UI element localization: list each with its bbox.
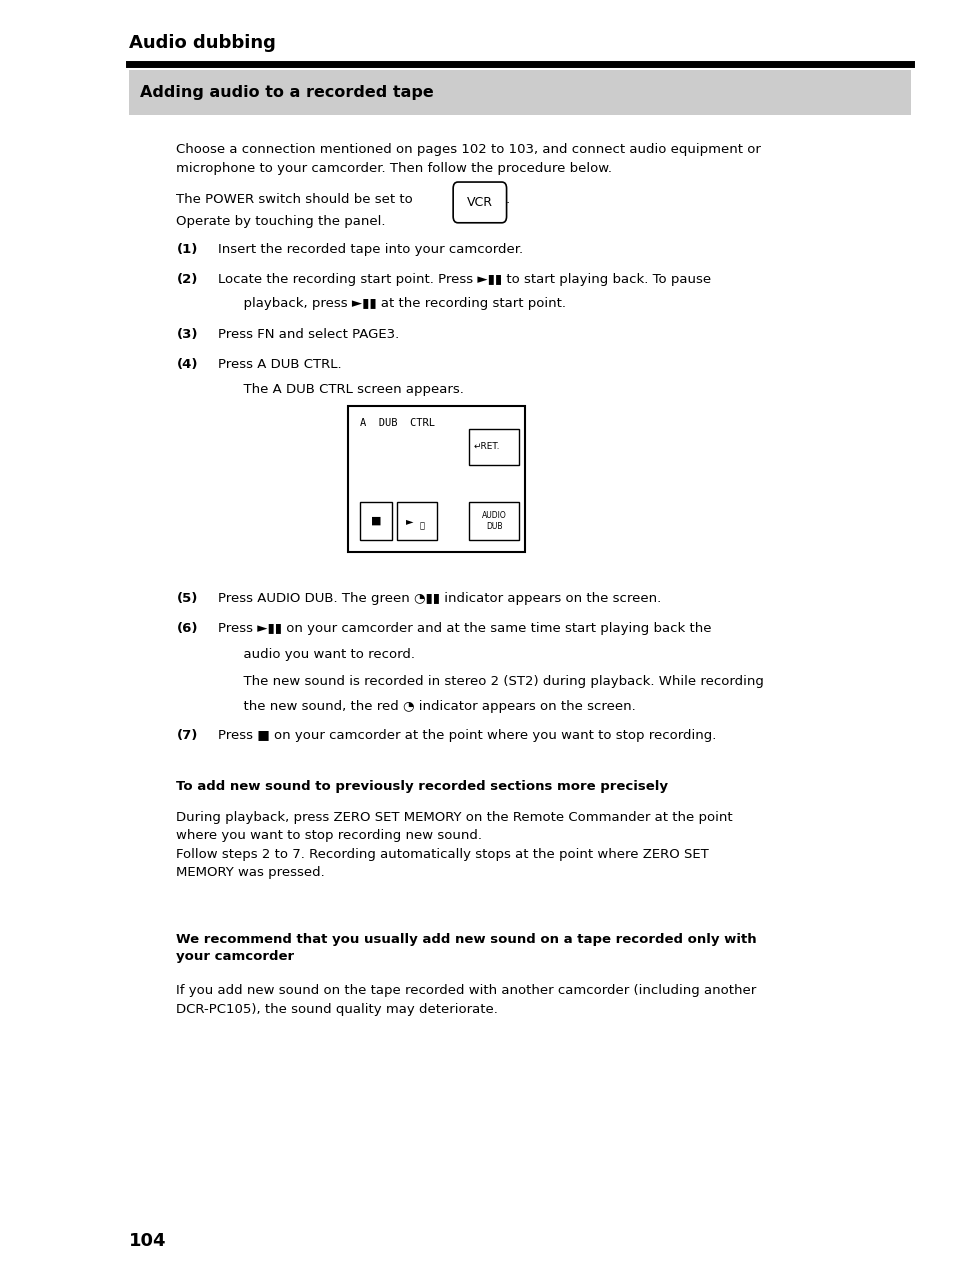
Text: (5): (5) (176, 592, 197, 605)
Text: Adding audio to a recorded tape: Adding audio to a recorded tape (140, 85, 434, 101)
Text: (1): (1) (176, 242, 197, 256)
Text: Press ►▮▮ on your camcorder and at the same time start playing back the: Press ►▮▮ on your camcorder and at the s… (218, 622, 711, 635)
Text: Insert the recorded tape into your camcorder.: Insert the recorded tape into your camco… (218, 242, 523, 256)
Text: If you add new sound on the tape recorded with another camcorder (including anot: If you add new sound on the tape recorde… (176, 984, 756, 1016)
Text: We recommend that you usually add new sound on a tape recorded only with
your ca: We recommend that you usually add new so… (176, 933, 757, 964)
Text: The A DUB CTRL screen appears.: The A DUB CTRL screen appears. (218, 382, 464, 396)
Text: (2): (2) (176, 272, 197, 286)
Text: The new sound is recorded in stereo 2 (ST2) during playback. While recording: The new sound is recorded in stereo 2 (S… (218, 675, 763, 687)
FancyBboxPatch shape (453, 182, 506, 223)
Text: ↵RET.: ↵RET. (473, 442, 499, 452)
Text: the new sound, the red ◔ indicator appears on the screen.: the new sound, the red ◔ indicator appea… (218, 700, 636, 713)
Text: During playback, press ZERO SET MEMORY on the Remote Commander at the point
wher: During playback, press ZERO SET MEMORY o… (176, 811, 732, 880)
Text: Press A DUB CTRL.: Press A DUB CTRL. (218, 358, 342, 372)
Text: ⏸: ⏸ (419, 521, 424, 531)
Text: (6): (6) (176, 622, 198, 635)
Text: Operate by touching the panel.: Operate by touching the panel. (176, 214, 386, 228)
Bar (359, 502, 392, 540)
Text: A  DUB  CTRL: A DUB CTRL (359, 418, 435, 428)
Text: Audio dubbing: Audio dubbing (129, 33, 275, 51)
Text: ■: ■ (370, 516, 381, 526)
Text: Choose a connection mentioned on pages 102 to 103, and connect audio equipment o: Choose a connection mentioned on pages 1… (176, 144, 760, 174)
Bar (469, 429, 518, 465)
Text: AUDIO
DUB: AUDIO DUB (481, 510, 506, 531)
Text: The POWER switch should be set to: The POWER switch should be set to (176, 192, 417, 206)
Text: VCR: VCR (466, 196, 493, 209)
Text: .: . (505, 192, 509, 206)
Text: To add new sound to previously recorded sections more precisely: To add new sound to previously recorded … (176, 780, 668, 793)
Text: Locate the recording start point. Press ►▮▮ to start playing back. To pause: Locate the recording start point. Press … (218, 272, 711, 286)
Text: (7): (7) (176, 729, 197, 742)
Text: ►: ► (406, 516, 414, 526)
Bar (129, 70, 910, 115)
Bar (469, 502, 518, 540)
Text: 104: 104 (129, 1232, 166, 1250)
Text: (4): (4) (176, 358, 198, 372)
Text: Press ■ on your camcorder at the point where you want to stop recording.: Press ■ on your camcorder at the point w… (218, 729, 716, 742)
Bar (396, 502, 436, 540)
Text: audio you want to record.: audio you want to record. (218, 648, 415, 661)
Text: (3): (3) (176, 327, 198, 341)
Text: Press AUDIO DUB. The green ◔▮▮ indicator appears on the screen.: Press AUDIO DUB. The green ◔▮▮ indicator… (218, 592, 661, 605)
Bar (348, 406, 524, 552)
Text: Press FN and select PAGE3.: Press FN and select PAGE3. (218, 327, 399, 341)
Text: playback, press ►▮▮ at the recording start point.: playback, press ►▮▮ at the recording sta… (218, 298, 566, 311)
